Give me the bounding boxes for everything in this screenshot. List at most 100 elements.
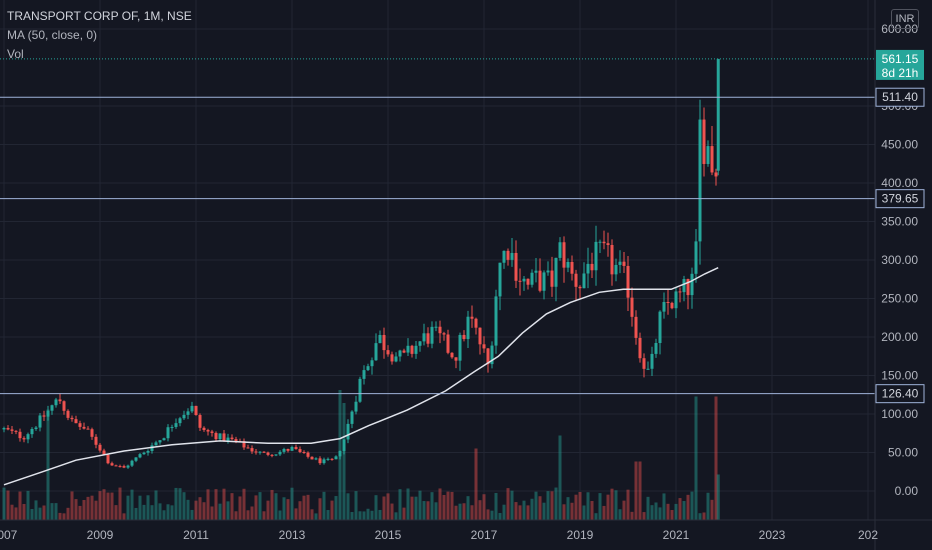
volume-bar bbox=[526, 505, 530, 520]
candle-body bbox=[510, 252, 514, 260]
ma-indicator-label[interactable]: MA (50, close, 0) bbox=[7, 28, 98, 42]
volume-bar bbox=[494, 492, 498, 520]
volume-bar bbox=[486, 509, 490, 520]
candle-body bbox=[286, 448, 290, 451]
volume-bar bbox=[230, 493, 234, 520]
volume-bar bbox=[518, 505, 522, 520]
volume-bar bbox=[514, 502, 518, 520]
candle-body bbox=[258, 451, 262, 453]
volume-bar bbox=[458, 503, 462, 520]
volume-bar bbox=[322, 491, 326, 520]
candle-body bbox=[470, 316, 474, 319]
volume-bar bbox=[270, 489, 274, 520]
volume-bar bbox=[534, 491, 538, 520]
volume-bar bbox=[474, 448, 478, 520]
volume-bar bbox=[170, 505, 174, 520]
volume-bar bbox=[618, 509, 622, 520]
candle-body bbox=[622, 261, 626, 266]
volume-bar bbox=[198, 497, 202, 520]
candle-body bbox=[434, 326, 438, 328]
y-tick-label: 50.00 bbox=[888, 446, 918, 460]
candle-body bbox=[542, 272, 546, 291]
time-axis[interactable] bbox=[0, 520, 875, 550]
chart-legend: TRANSPORT CORP OF, 1M, NSE MA (50, close… bbox=[7, 7, 192, 64]
x-tick-label: 2023 bbox=[759, 528, 786, 542]
candle-body bbox=[26, 434, 30, 440]
candle-body bbox=[74, 419, 78, 424]
volume-bar bbox=[54, 503, 58, 520]
y-tick-label: 150.00 bbox=[881, 369, 918, 383]
candle-body bbox=[102, 450, 106, 455]
candle-body bbox=[630, 297, 634, 317]
candle-body bbox=[498, 262, 502, 297]
volume-bar bbox=[66, 507, 70, 520]
candle-body bbox=[342, 439, 346, 451]
volume-bar bbox=[86, 496, 90, 520]
volume-bar bbox=[398, 489, 402, 520]
volume-bar bbox=[246, 510, 250, 520]
candle-body bbox=[394, 356, 398, 362]
candle-body bbox=[674, 291, 678, 309]
moving-average-line bbox=[3, 267, 719, 486]
candle-body bbox=[670, 302, 674, 309]
candle-body bbox=[150, 445, 154, 451]
volume-bar bbox=[582, 505, 586, 520]
volume-bar bbox=[622, 500, 626, 520]
volume-bar bbox=[530, 498, 534, 520]
candle-body bbox=[454, 357, 458, 361]
volume-bar bbox=[278, 510, 282, 520]
volume-bar bbox=[302, 495, 306, 520]
volume-indicator-label[interactable]: Vol bbox=[7, 47, 24, 61]
volume-bar bbox=[698, 513, 702, 520]
candle-body bbox=[646, 368, 650, 370]
candle-body bbox=[138, 454, 142, 458]
volume-bar bbox=[590, 500, 594, 520]
candle-body bbox=[590, 263, 594, 271]
volume-bar bbox=[378, 509, 382, 520]
volume-bar bbox=[330, 500, 334, 520]
candle-body bbox=[206, 430, 210, 432]
candle-body bbox=[170, 426, 174, 428]
volume-bar bbox=[470, 505, 474, 520]
candle-body bbox=[130, 460, 134, 466]
volume-bar bbox=[22, 503, 26, 520]
y-tick-label: 300.00 bbox=[881, 253, 918, 267]
volume-bar bbox=[150, 505, 154, 520]
y-tick-label: 200.00 bbox=[881, 330, 918, 344]
candle-body bbox=[522, 278, 526, 282]
candle-body bbox=[82, 426, 86, 429]
volume-bar bbox=[558, 435, 562, 520]
currency-badge[interactable]: INR bbox=[891, 9, 919, 29]
volume-bar bbox=[666, 503, 670, 520]
candle-body bbox=[550, 270, 554, 287]
candle-body bbox=[654, 342, 658, 354]
candle-body bbox=[322, 459, 326, 464]
volume-bar bbox=[638, 461, 642, 520]
candle-body bbox=[54, 399, 58, 406]
candle-body bbox=[462, 334, 466, 340]
candle-body bbox=[270, 454, 274, 456]
volume-bar bbox=[382, 496, 386, 520]
volume-bar bbox=[10, 504, 14, 520]
volume-bar bbox=[126, 495, 130, 520]
volume-bar bbox=[682, 501, 686, 520]
candle-body bbox=[594, 241, 598, 271]
candle-body bbox=[414, 345, 418, 354]
volume-bar bbox=[570, 502, 574, 520]
volume-bar bbox=[310, 509, 314, 520]
candle-body bbox=[326, 458, 330, 460]
candle-body bbox=[190, 405, 194, 412]
volume-bar bbox=[350, 512, 354, 520]
volume-bar bbox=[178, 488, 182, 520]
price-line-label-box bbox=[875, 189, 925, 209]
price-axis[interactable] bbox=[875, 0, 932, 550]
candle-body bbox=[566, 261, 570, 268]
symbol-title[interactable]: TRANSPORT CORP OF, 1M, NSE bbox=[7, 9, 192, 23]
volume-bar bbox=[34, 500, 38, 520]
candle-body bbox=[242, 441, 246, 448]
volume-bar bbox=[254, 495, 258, 520]
candle-body bbox=[94, 436, 98, 445]
volume-bar bbox=[386, 493, 390, 520]
